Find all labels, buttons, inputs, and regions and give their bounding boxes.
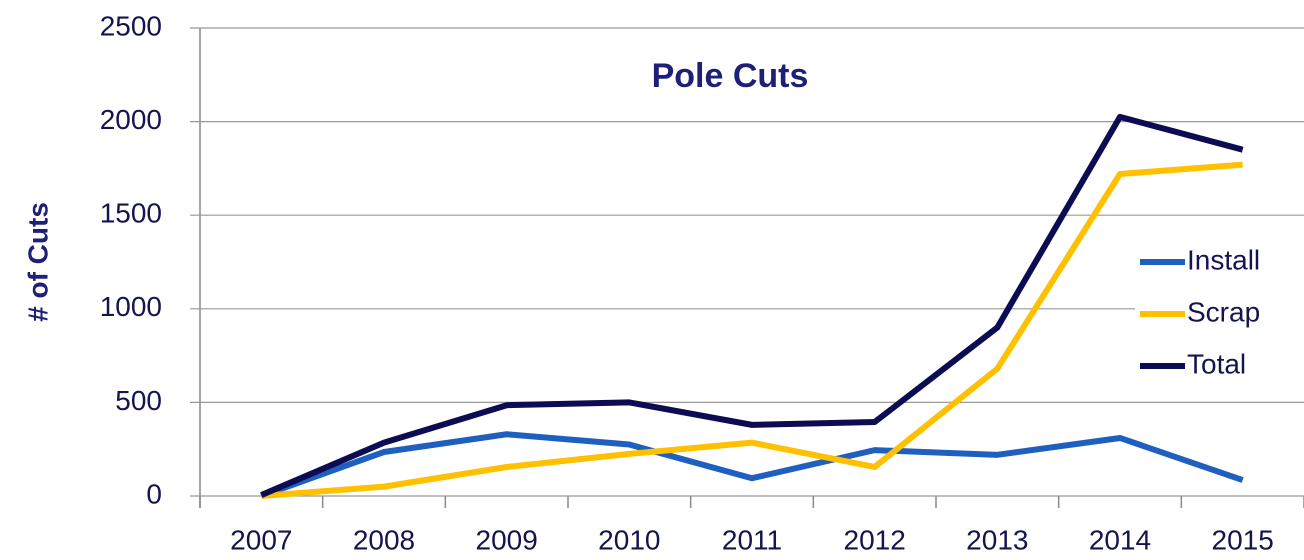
legend-label: Install xyxy=(1187,244,1260,275)
legend-label: Total xyxy=(1187,348,1246,379)
line xyxy=(260,113,1244,498)
y-tick-label: 2000 xyxy=(100,104,162,135)
x-tick-label: 2010 xyxy=(598,524,660,555)
line xyxy=(261,161,1243,499)
x-tick-label: 2011 xyxy=(722,524,782,555)
y-tick-label: 1500 xyxy=(100,198,162,229)
line xyxy=(260,431,1244,499)
x-tick-label: 2009 xyxy=(476,524,538,555)
y-tick-label: 1000 xyxy=(100,291,162,322)
x-tick-label: 2014 xyxy=(1089,524,1151,555)
y-tick-label: 500 xyxy=(115,385,162,416)
legend-label: Scrap xyxy=(1187,296,1260,327)
x-tick-label: 2008 xyxy=(353,524,415,555)
x-tick-label: 2012 xyxy=(844,524,906,555)
x-tick-label: 2007 xyxy=(230,524,292,555)
y-tick-label: 0 xyxy=(146,478,162,509)
y-axis-label: # of Cuts xyxy=(22,202,53,322)
x-tick-label: 2013 xyxy=(966,524,1028,555)
y-tick-label: 2500 xyxy=(100,10,162,41)
chart-title: Pole Cuts xyxy=(652,57,809,95)
x-tick-label: 2015 xyxy=(1212,524,1274,555)
